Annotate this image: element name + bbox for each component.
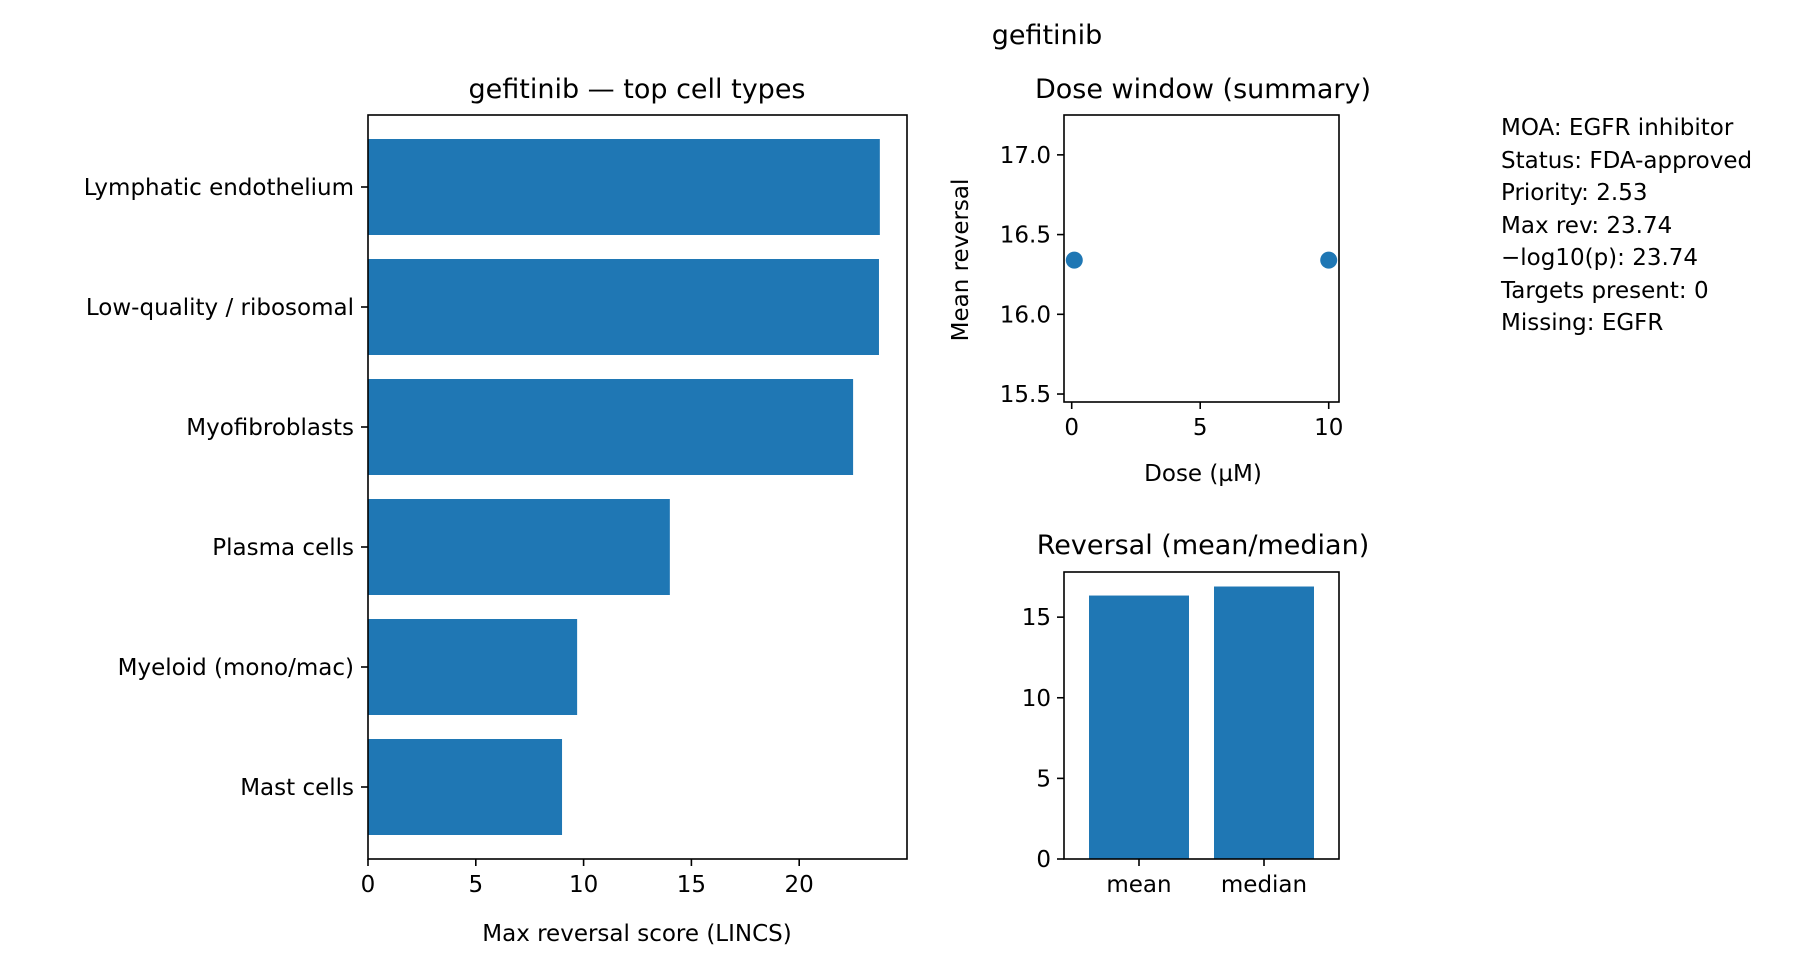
chart1-xlabel: Max reversal score (LINCS) <box>482 921 791 947</box>
info-targets-present: Targets present: 0 <box>1501 277 1709 304</box>
figure-suptitle: gefitinib <box>992 20 1103 51</box>
chart1-ytick-label: Myeloid (mono/mac) <box>118 655 354 681</box>
chart1-xtick-label: 5 <box>468 872 483 898</box>
chart2-ytick-label: 16.5 <box>1000 223 1051 249</box>
info-missing: Missing: EGFR <box>1501 310 1664 336</box>
chart2-title: Dose window (summary) <box>1035 74 1371 105</box>
chart3-bar <box>1214 586 1314 859</box>
chart3-xtick-label: median <box>1221 872 1307 898</box>
chart1-bars <box>368 139 880 835</box>
chart2-point <box>1065 251 1083 269</box>
chart1-ytick-label: Myofibroblasts <box>186 415 354 441</box>
reversal-mean-median-chart: Reversal (mean/median) mean median 0 5 10 15 <box>1022 530 1370 898</box>
chart1-xtick-label: 0 <box>361 872 376 898</box>
chart3-ytick-label: 15 <box>1022 605 1051 631</box>
chart2-ytick-label: 15.5 <box>1000 382 1051 408</box>
chart1-bar <box>368 379 854 475</box>
chart1-bar <box>368 499 670 595</box>
chart2-ticks: 0 5 10 15.5 16.0 16.5 17.0 <box>1000 143 1344 441</box>
chart1-ytick-label: Lymphatic endothelium <box>84 175 354 201</box>
chart1-ytick-label: Plasma cells <box>212 535 354 561</box>
chart1-title: gefitinib — top cell types <box>468 74 805 105</box>
chart2-xtick-label: 0 <box>1064 415 1079 441</box>
chart3-bar <box>1089 595 1189 859</box>
top-cell-types-chart: gefitinib — top cell types Lymphatic end… <box>84 74 908 947</box>
chart3-xtick-label: mean <box>1106 872 1171 898</box>
chart1-ticks: Lymphatic endothelium Low-quality / ribos… <box>84 175 814 898</box>
info-log10p: −log10(p): 23.74 <box>1501 245 1699 271</box>
chart2-axes-frame <box>1063 114 1340 403</box>
chart1-xtick-label: 15 <box>677 872 706 898</box>
chart2-ytick-label: 17.0 <box>1000 143 1051 169</box>
info-priority: Priority: 2.53 <box>1501 180 1648 206</box>
chart3-ticks: mean median 0 5 10 15 <box>1022 605 1307 898</box>
chart2-xtick-label: 5 <box>1193 415 1208 441</box>
chart1-ytick-label: Mast cells <box>240 775 354 801</box>
chart1-bar <box>368 739 563 835</box>
chart2-ylabel: Mean reversal <box>948 179 974 342</box>
chart2-xtick-label: 10 <box>1314 415 1343 441</box>
drug-info-panel: MOA: EGFR inhibitor Status: FDA-approved… <box>1501 112 1752 340</box>
dose-window-chart: Dose window (summary) 0 5 10 15.5 16.0 16.5 17… <box>948 74 1371 487</box>
chart1-bar <box>368 259 879 355</box>
chart1-xtick-label: 20 <box>785 872 814 898</box>
chart3-ytick-label: 0 <box>1036 847 1051 873</box>
chart3-ytick-label: 5 <box>1036 766 1051 792</box>
chart3-ytick-label: 10 <box>1022 686 1051 712</box>
chart1-xtick-label: 10 <box>569 872 598 898</box>
chart1-bar <box>368 619 578 715</box>
chart2-ytick-label: 16.0 <box>1000 302 1051 328</box>
chart1-ytick-label: Low-quality / ribosomal <box>86 295 354 321</box>
chart3-title: Reversal (mean/median) <box>1037 530 1370 561</box>
chart2-point <box>1320 251 1338 269</box>
chart2-xlabel: Dose (µM) <box>1144 461 1262 487</box>
chart3-bars <box>1089 586 1314 859</box>
info-moa: MOA: EGFR inhibitor <box>1501 115 1734 141</box>
chart2-points <box>1065 251 1338 269</box>
info-max-rev: Max rev: 23.74 <box>1501 212 1673 239</box>
chart1-bar <box>368 139 880 235</box>
info-status: Status: FDA-approved <box>1501 147 1753 174</box>
chart1-axes-frame <box>367 114 908 860</box>
chart3-axes-frame <box>1063 571 1340 860</box>
